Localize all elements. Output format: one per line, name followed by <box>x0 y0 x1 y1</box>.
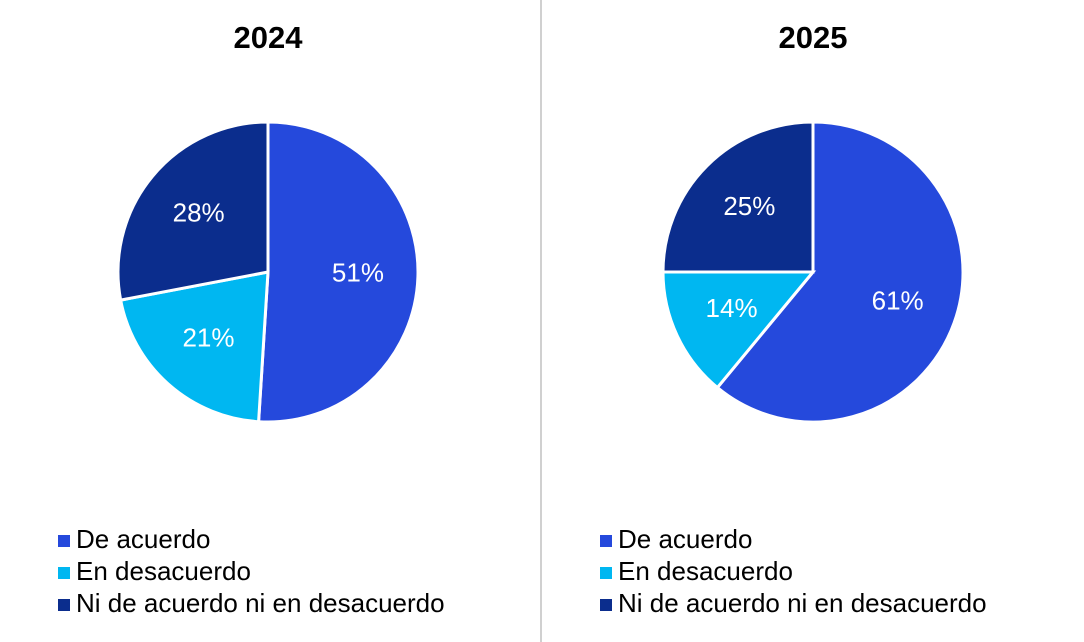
pie-slice <box>661 270 817 390</box>
value-label: 51% <box>332 258 384 288</box>
value-label: 28% <box>173 198 225 228</box>
legend-label: Ni de acuerdo ni en desacuerdo <box>618 588 987 618</box>
legend-swatch <box>600 599 612 611</box>
legend-swatch <box>58 535 70 547</box>
value-label: 25% <box>723 191 775 221</box>
legend-label: En desacuerdo <box>76 556 251 586</box>
legend-swatch <box>58 567 70 579</box>
chart-title: 2025 <box>779 20 848 55</box>
legend-label: Ni de acuerdo ni en desacuerdo <box>76 588 445 618</box>
legend-swatch <box>600 535 612 547</box>
legend-swatch <box>58 599 70 611</box>
legend-label: En desacuerdo <box>618 556 793 586</box>
value-label: 61% <box>872 285 924 315</box>
pie-slice <box>715 120 965 424</box>
value-label: 21% <box>182 322 234 352</box>
chart-title: 2024 <box>234 20 304 55</box>
legend-label: De acuerdo <box>76 524 210 554</box>
pie-slice <box>118 270 270 424</box>
pie-slice <box>256 120 420 424</box>
pie-slice <box>116 120 270 302</box>
pie-slice <box>661 120 815 274</box>
value-label: 14% <box>706 293 758 323</box>
legend-swatch <box>600 567 612 579</box>
legend-label: De acuerdo <box>618 524 752 554</box>
